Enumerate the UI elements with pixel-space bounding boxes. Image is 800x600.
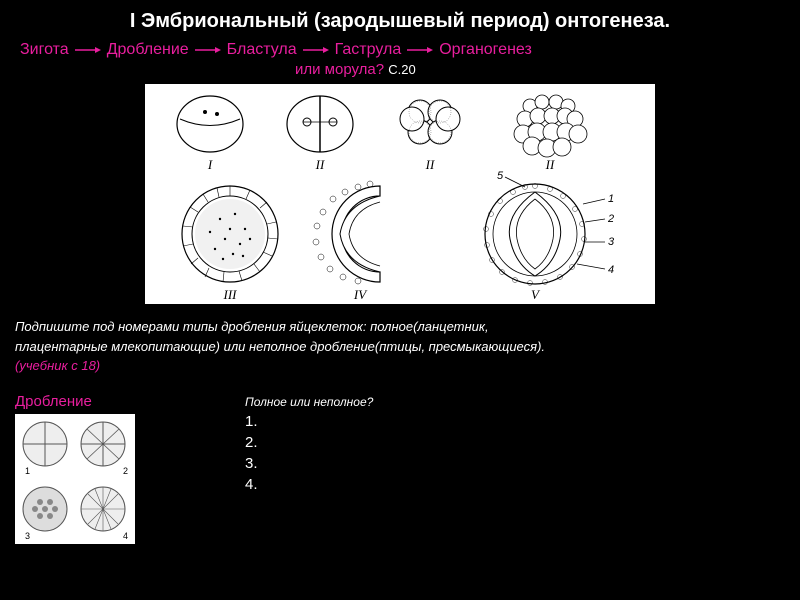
list-item: 1. bbox=[245, 411, 373, 432]
list-item: 3. bbox=[245, 453, 373, 474]
instruction-line1: Подпишите под номерами типы дробления яй… bbox=[15, 318, 785, 336]
stage-2c: II bbox=[514, 95, 587, 172]
cleavage-diagram: 1 2 3 4 bbox=[15, 414, 135, 544]
svg-text:IV: IV bbox=[353, 287, 368, 302]
arrow-icon bbox=[303, 45, 329, 55]
instruction-line2: плацентарные млекопитающие) или неполное… bbox=[15, 338, 785, 356]
svg-text:I: I bbox=[207, 157, 213, 172]
svg-text:5: 5 bbox=[497, 170, 504, 182]
cleavage-label: Дробление bbox=[15, 393, 215, 410]
svg-text:3: 3 bbox=[608, 236, 615, 248]
stage-2a: II bbox=[287, 96, 353, 172]
flow-cleavage: Дробление bbox=[107, 41, 189, 59]
flow-organogenesis: Органогенез bbox=[439, 41, 532, 59]
svg-text:II: II bbox=[545, 157, 555, 172]
stage-4: IV bbox=[313, 181, 380, 302]
svg-text:2: 2 bbox=[607, 213, 614, 225]
page-title: I Эмбриональный (зародышевый период) онт… bbox=[15, 10, 785, 33]
flow-gastrula: Гаструла bbox=[335, 41, 402, 59]
svg-text:V: V bbox=[531, 287, 541, 302]
list-item: 2. bbox=[245, 432, 373, 453]
svg-text:II: II bbox=[425, 157, 435, 172]
stage-3: III bbox=[182, 186, 278, 302]
subflow: или морула? С.20 bbox=[15, 61, 785, 78]
subflow-text: или морула? bbox=[295, 61, 384, 78]
svg-text:1: 1 bbox=[608, 193, 614, 205]
svg-text:4: 4 bbox=[123, 531, 128, 541]
svg-text:III: III bbox=[223, 287, 238, 302]
stage-1: I bbox=[177, 96, 243, 172]
svg-text:1: 1 bbox=[25, 466, 30, 476]
bottom-area: Дробление 1 2 3 bbox=[15, 393, 785, 544]
svg-text:2: 2 bbox=[123, 466, 128, 476]
subflow-page: С.20 bbox=[388, 62, 415, 77]
arrow-icon bbox=[75, 45, 101, 55]
flow-blastula: Бластула bbox=[227, 41, 297, 59]
stage-2b: II bbox=[400, 100, 460, 172]
stage-5: 5 1 2 3 4 V bbox=[484, 170, 616, 302]
svg-text:4: 4 bbox=[608, 264, 614, 276]
list-item: 4. bbox=[245, 474, 373, 495]
list-header: Полное или неполное? bbox=[245, 395, 373, 409]
flow-row: Зигота Дробление Бластула Гаструла Орган… bbox=[15, 41, 785, 59]
arrow-icon bbox=[195, 45, 221, 55]
arrow-icon bbox=[407, 45, 433, 55]
svg-text:II: II bbox=[315, 157, 325, 172]
flow-zygote: Зигота bbox=[20, 41, 69, 59]
instruction-ref: (учебник с 18) bbox=[15, 357, 785, 375]
svg-text:3: 3 bbox=[25, 531, 30, 541]
main-diagram: I II II bbox=[145, 84, 655, 304]
